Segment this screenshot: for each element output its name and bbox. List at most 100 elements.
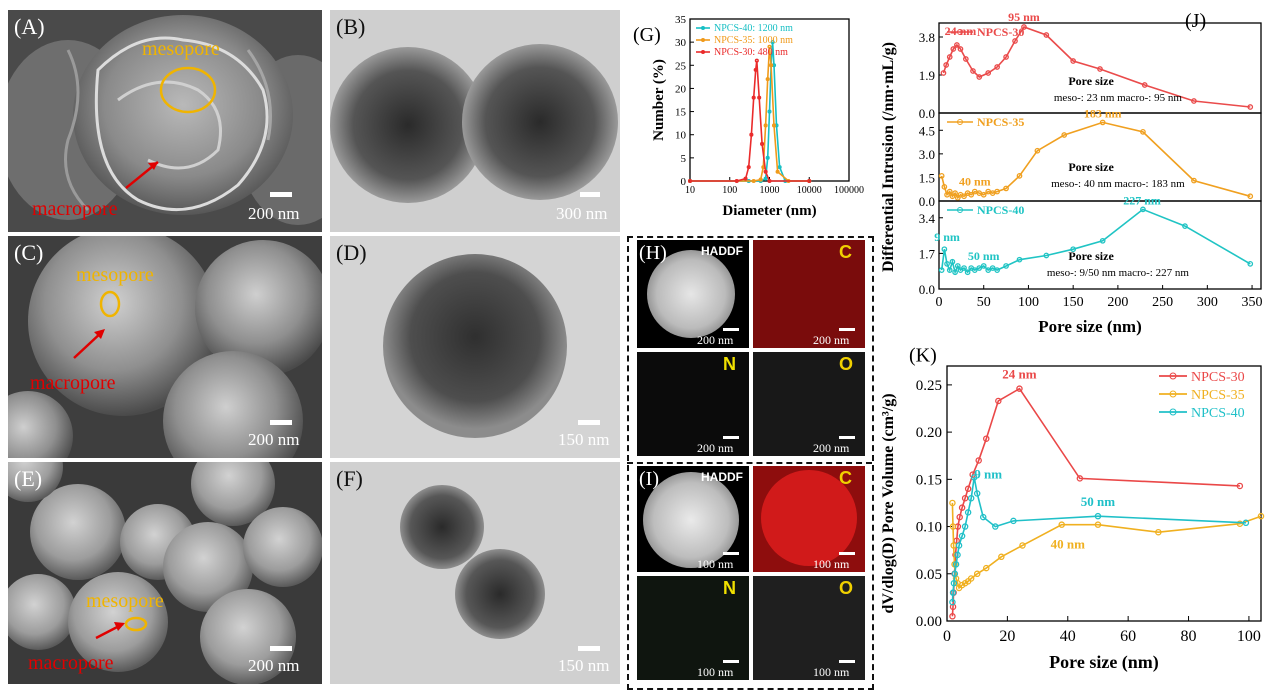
- k-series-1-point: [973, 570, 981, 578]
- sem-image-a: [8, 10, 322, 232]
- mesopore-circle-c: [73, 290, 121, 359]
- g-y-tick-label: 20: [675, 83, 687, 95]
- g-series-2-point: [687, 178, 693, 184]
- panel-label-d: (D): [336, 240, 367, 265]
- j-peak-label: 9 nm: [934, 230, 960, 244]
- k-series-2-point: [1010, 517, 1017, 525]
- k-series-2-point: [1242, 519, 1250, 527]
- mesopore-label-e: mesopore: [86, 590, 164, 612]
- haddf-label-h: HADDF: [701, 244, 743, 258]
- g-series-2-point: [754, 58, 759, 63]
- j-series-1-point: [1034, 147, 1041, 154]
- mesopore-circle-a: [125, 66, 217, 189]
- g-x-tick-label: 1000: [760, 185, 780, 196]
- j-legend-label: NPCS-30: [977, 25, 1024, 39]
- j-x-axis-label: Pore size (nm): [1038, 317, 1142, 336]
- scale-label-a: 200 nm: [248, 204, 300, 223]
- g-series-2-point: [757, 95, 762, 100]
- o-label-h: O: [839, 354, 854, 374]
- k-series-1-point: [1257, 512, 1265, 520]
- scale-label-d: 150 nm: [558, 430, 610, 449]
- k-series-1-point: [949, 499, 956, 507]
- j-series-2-point: [952, 269, 958, 276]
- j-legend-marker: [957, 207, 963, 213]
- j-panel-label: (J): [1185, 10, 1206, 32]
- panel-label-e: (E): [14, 466, 43, 491]
- g-x-tick-label: 100: [722, 185, 737, 196]
- panel-e: (E) mesopore macropore 200 nm: [8, 462, 322, 684]
- g-series-0-point: [770, 40, 775, 45]
- scale-bar-a: [270, 192, 292, 197]
- k-series-0-point: [1076, 475, 1084, 482]
- k-series-2-point: [1094, 512, 1102, 520]
- g-x-axis-label: Diameter (nm): [722, 203, 816, 219]
- j-pore-title: Pore size: [1068, 160, 1114, 174]
- j-series-1-point: [946, 188, 953, 195]
- j-series-2-point: [971, 267, 978, 273]
- scale-bar-e: [270, 646, 292, 651]
- j-series-2-point: [1247, 261, 1254, 267]
- scale-label-i3: 100 nm: [697, 665, 734, 679]
- k-x-tick-label: 60: [1120, 628, 1136, 645]
- g-y-tick-label: 10: [675, 130, 687, 142]
- k-series-1-point: [1058, 521, 1065, 528]
- j-x-tick-label: 100: [1018, 295, 1039, 310]
- j-series-2-point: [976, 265, 983, 271]
- k-series-2-point: [954, 551, 961, 559]
- k-legend-label: NPCS-35: [1191, 388, 1245, 403]
- k-series-2-point: [949, 598, 956, 606]
- mesopore-label-a: mesopore: [142, 38, 220, 60]
- k-series-2-point: [964, 509, 972, 516]
- panel-i: (I) HADDF C N O 100 nm 100 nm 100 nm 100…: [637, 466, 865, 680]
- k-y-tick-label: 0.00: [916, 614, 942, 630]
- scale-bar-d: [578, 420, 600, 425]
- j-peak-label: 227 nm: [1123, 193, 1161, 207]
- k-series-1-point: [967, 575, 975, 582]
- scale-bar-i1: [723, 552, 739, 555]
- j-series-1-point: [1191, 177, 1197, 184]
- j-series-0-point: [1070, 58, 1077, 64]
- k-series-2-point: [951, 570, 959, 578]
- haddf-map-h: [637, 240, 749, 348]
- k-series-0-point: [956, 513, 963, 521]
- j-x-tick-label: 350: [1242, 295, 1263, 310]
- j-x-tick-label: 0: [936, 295, 943, 310]
- j-series-0-point: [970, 68, 976, 74]
- j-legend-marker: [957, 119, 963, 125]
- scale-label-h1: 200 nm: [697, 333, 734, 347]
- j-series-1-point: [1016, 173, 1023, 179]
- k-series-1-line: [951, 502, 1262, 590]
- k-series-2-point: [955, 542, 963, 549]
- mesopore-circle-e: [95, 616, 148, 640]
- k-series-0-point: [958, 504, 966, 511]
- j-series-1-point: [961, 193, 967, 200]
- g-series-2-point: [760, 141, 765, 147]
- j-series-1-point: [938, 173, 945, 179]
- scale-bar-i2: [839, 552, 855, 555]
- chart-k-pore-volume: (K) 0 20 40 60 80 100 0.00 0.05 0.10 0.15 0.20 0.25 P…: [880, 345, 1265, 673]
- j-series-2-point: [1099, 237, 1106, 244]
- panel-a: (A) mesopore macropore 200 nm: [8, 10, 322, 232]
- j-legend-label: NPCS-40: [977, 203, 1024, 217]
- j-series-1-line: [940, 121, 1251, 200]
- panel-label-c: (C): [14, 240, 44, 265]
- k-series-1-point: [1094, 521, 1102, 528]
- j-pore-title: Pore size: [1068, 249, 1114, 263]
- j-y-tick-label: 0.0: [919, 106, 935, 121]
- j-legend-label: NPCS-35: [977, 115, 1024, 129]
- j-series-2-point: [944, 261, 950, 267]
- g-series-1-point: [769, 63, 774, 68]
- j-series-2-point: [938, 267, 945, 273]
- j-series-0-point: [940, 70, 947, 76]
- k-x-tick-label: 40: [1060, 628, 1076, 645]
- j-x-tick-label: 150: [1063, 295, 1084, 310]
- j-series-0-point: [1141, 82, 1148, 88]
- j-series-0-point: [946, 54, 953, 60]
- k-series-2-point: [949, 589, 957, 596]
- k-legend-marker: [1169, 372, 1177, 380]
- j-peak-label: 183 nm: [1084, 106, 1122, 120]
- k-series-2-point: [950, 579, 958, 587]
- scale-label-i1: 100 nm: [697, 557, 734, 571]
- j-series-0-point: [994, 64, 1000, 70]
